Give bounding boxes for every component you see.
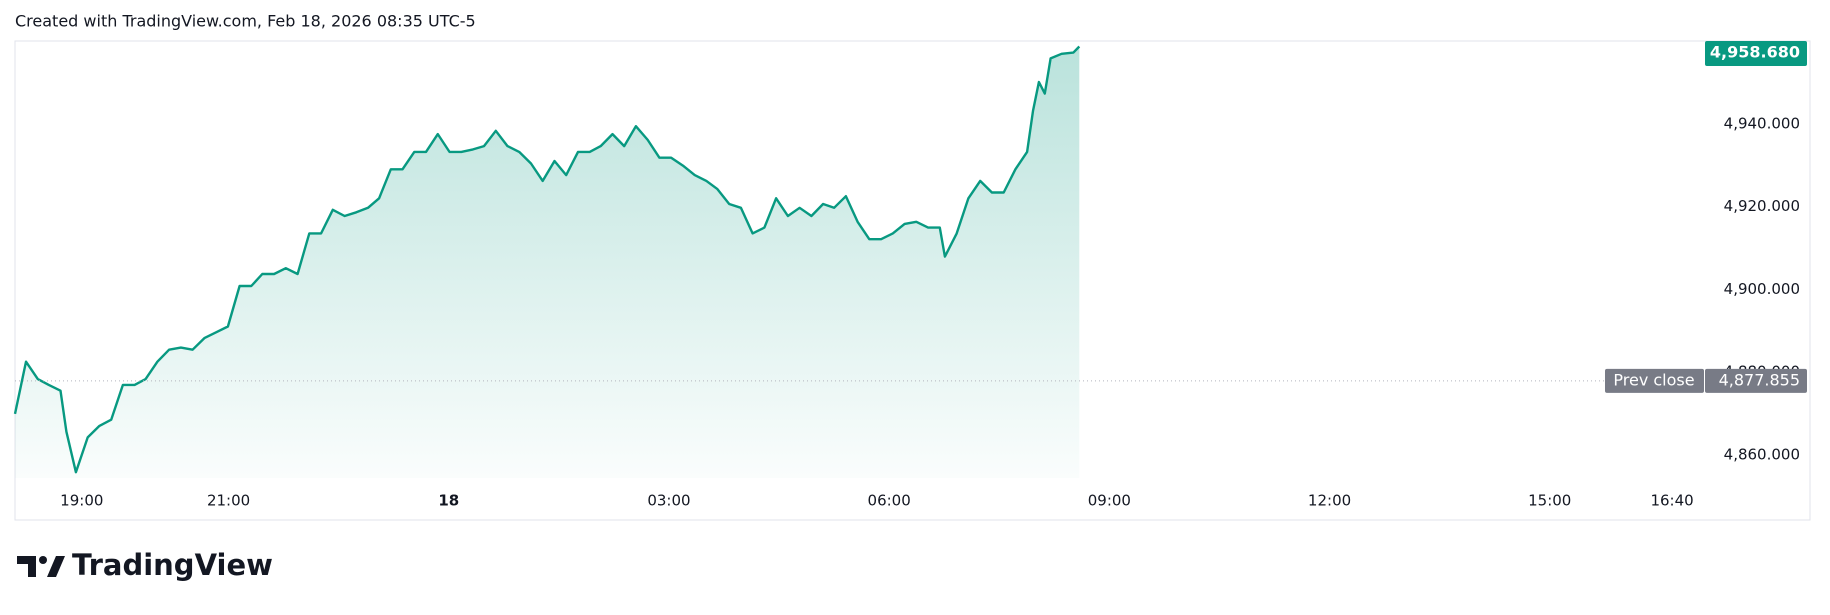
last-price-box xyxy=(1705,41,1807,66)
x-tick-label: 18 xyxy=(438,492,459,510)
area-fill xyxy=(15,46,1080,478)
logo-text: TradingView xyxy=(72,548,273,582)
x-tick-label: 19:00 xyxy=(60,492,103,510)
x-tick-label: 12:00 xyxy=(1308,492,1351,510)
tradingview-logo: TradingView xyxy=(17,548,273,582)
prev-close-name-box xyxy=(1605,368,1704,393)
y-tick-label: 4,920.000 xyxy=(1724,197,1800,215)
x-tick-label: 15:00 xyxy=(1528,492,1571,510)
x-tick-label: 21:00 xyxy=(207,492,250,510)
last-price-label: 4,958.680 xyxy=(1710,43,1800,62)
x-tick-label: 06:00 xyxy=(868,492,911,510)
logo-mark xyxy=(47,556,65,577)
chart-frame xyxy=(14,40,1811,521)
logo-mark xyxy=(39,556,47,564)
x-tick-label: 16:40 xyxy=(1650,492,1693,510)
prev-close-value: 4,877.855 xyxy=(1719,370,1800,389)
y-tick-label: 4,940.000 xyxy=(1724,114,1800,132)
prev-close-value-box xyxy=(1705,368,1807,393)
price-line xyxy=(13,45,1081,474)
logo-mark xyxy=(17,556,36,577)
y-tick-label: 4,900.000 xyxy=(1724,280,1800,298)
x-tick-label: 03:00 xyxy=(647,492,690,510)
y-tick-label: 4,860.000 xyxy=(1724,445,1800,463)
header-text: Created with TradingView.com, Feb 18, 20… xyxy=(15,12,476,31)
x-tick-label: 09:00 xyxy=(1088,492,1131,510)
prev-close-name: Prev close xyxy=(1613,370,1694,389)
